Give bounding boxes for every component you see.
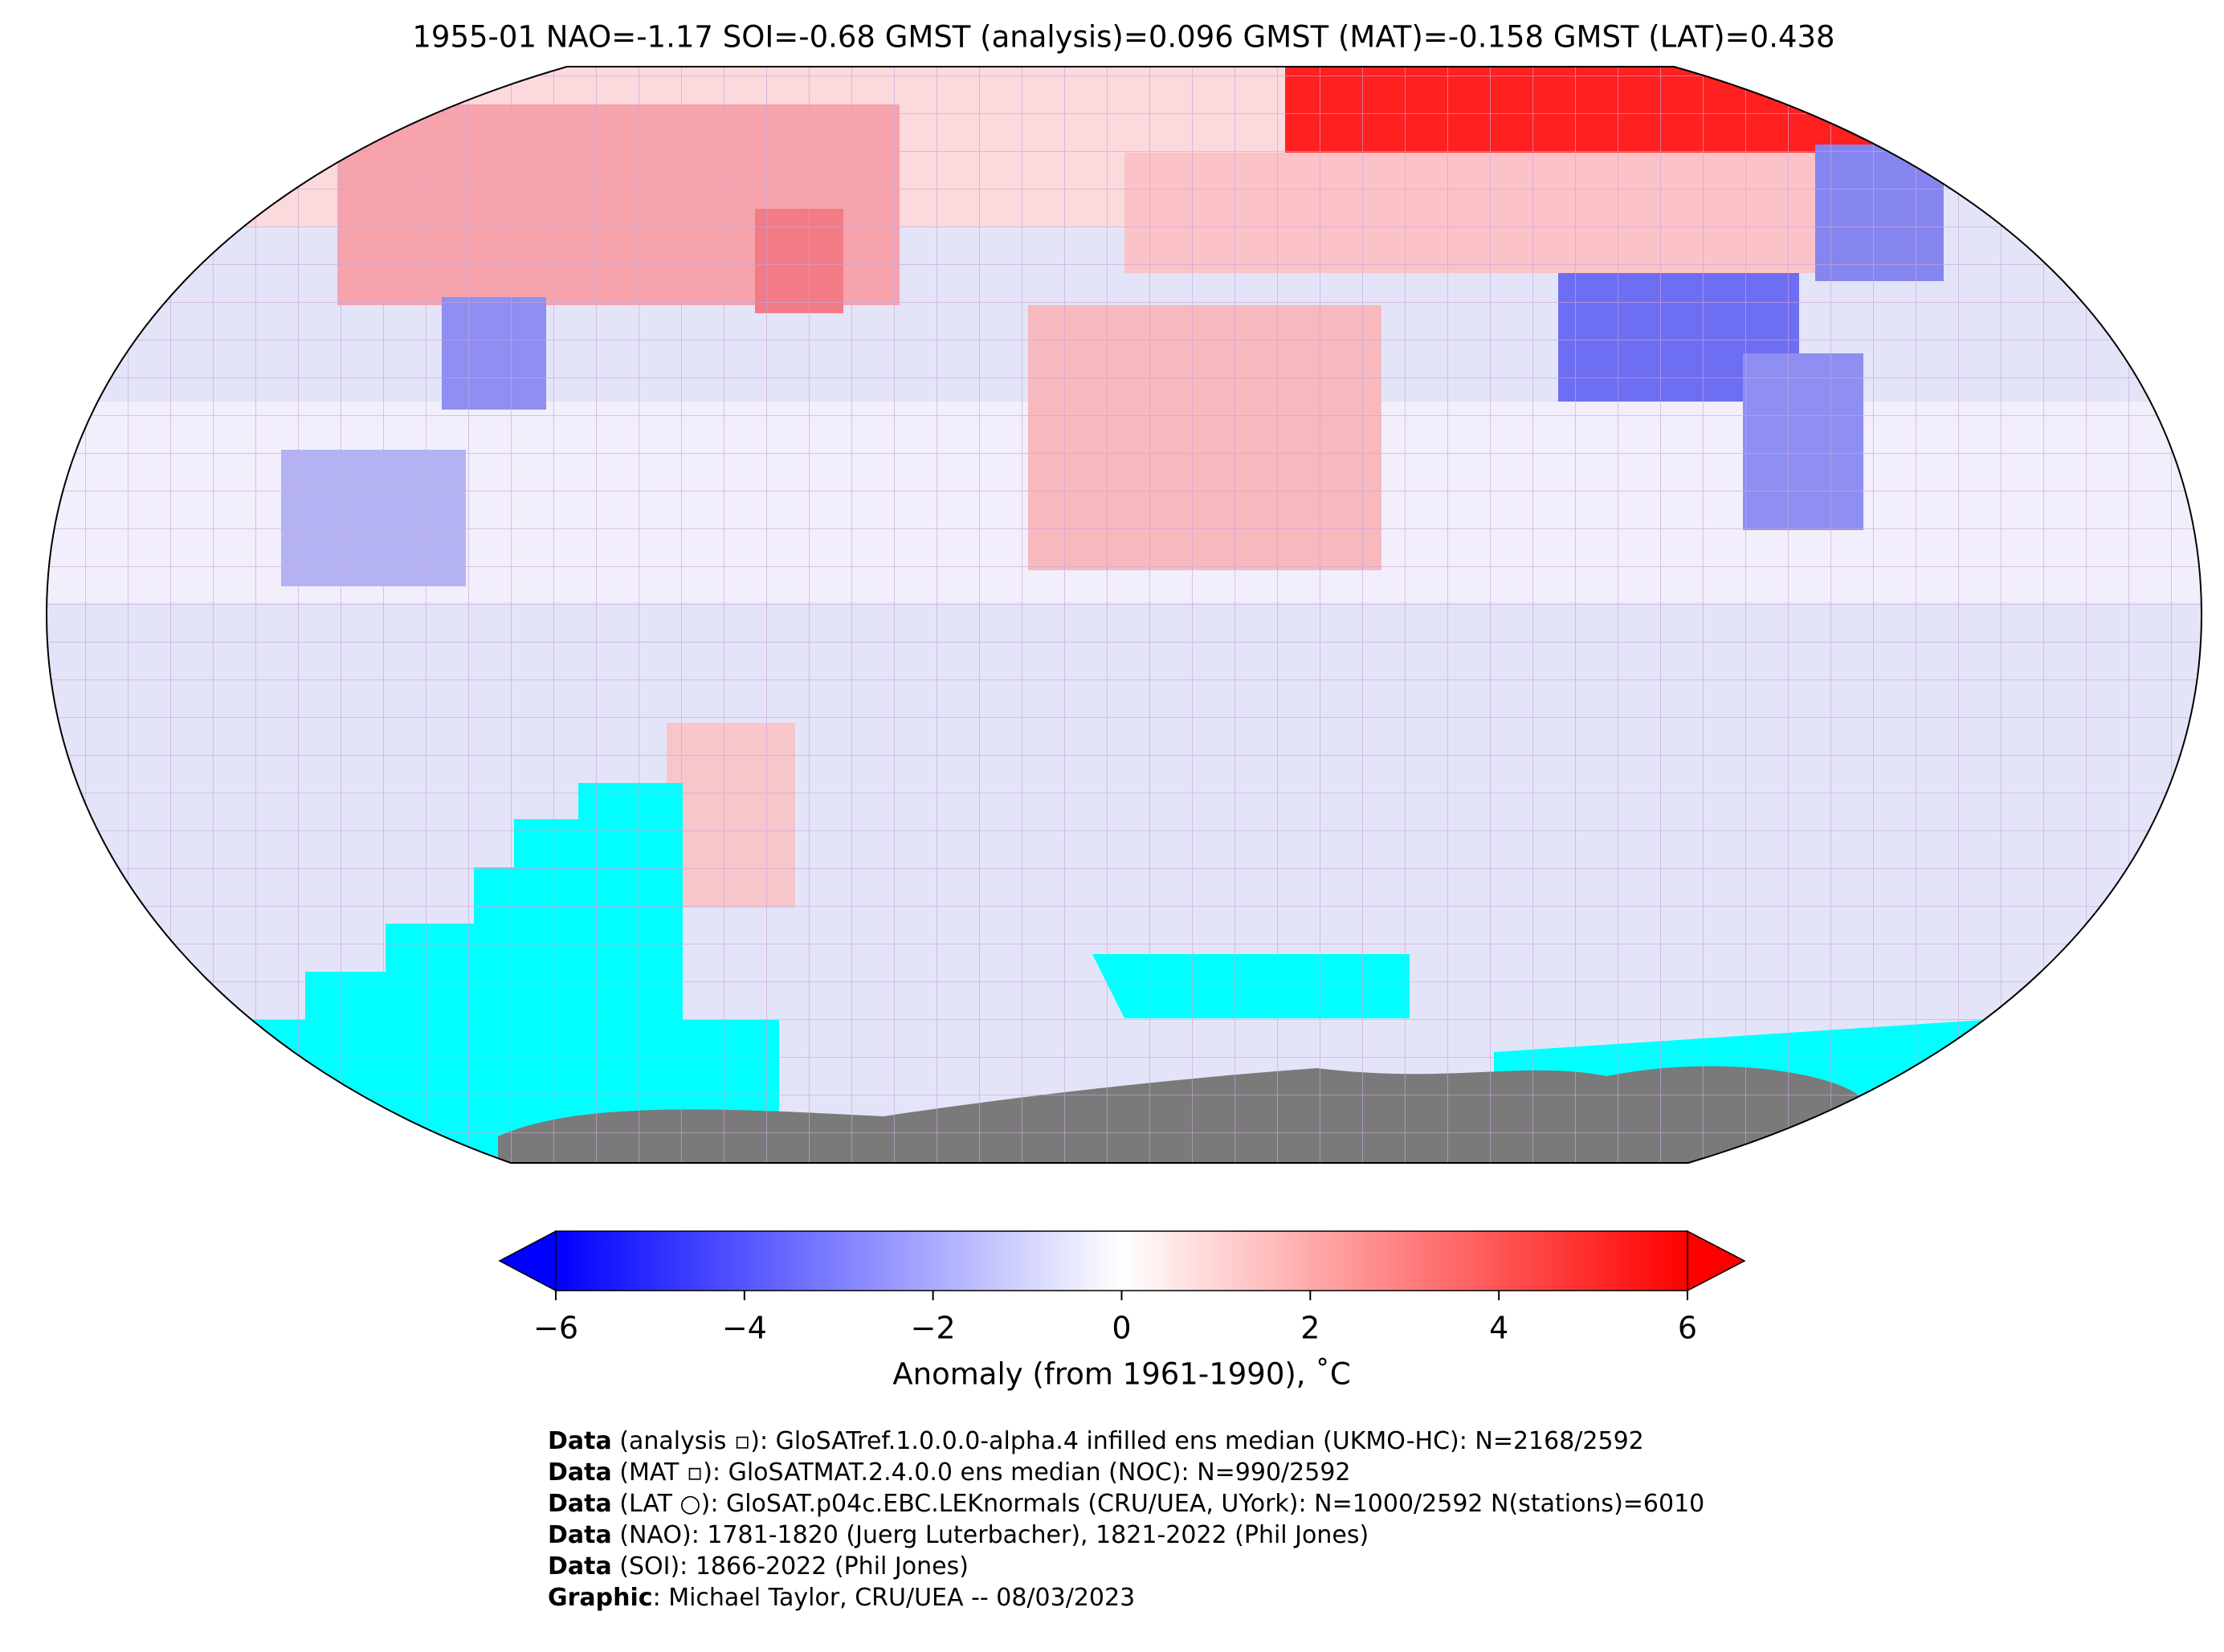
footer-bold: Data (548, 1521, 612, 1549)
colorbar-tick-label: 6 (1678, 1311, 1697, 1346)
footer-line: Data (NAO): 1781-1820 (Juerg Luterbacher… (548, 1519, 1704, 1551)
chart: 1955-01 NAO=-1.17 SOI=-0.68 GMST (analys… (45, 20, 2203, 1392)
colorbar-tick-label: 2 (1300, 1311, 1320, 1346)
colorbar-tick-label: 4 (1489, 1311, 1508, 1346)
footer-text: (MAT ▫): GloSATMAT.2.4.0.0 ens median (N… (611, 1458, 1351, 1487)
footer: Data (analysis ▫): GloSATref.1.0.0.0-alp… (548, 1426, 1704, 1613)
colorbar-extend-low (498, 1230, 557, 1292)
colorbar-bar (555, 1230, 1688, 1291)
footer-bold: Data (548, 1458, 612, 1487)
footer-line: Graphic: Michael Taylor, CRU/UEA -- 08/0… (548, 1582, 1704, 1613)
colorbar: −6 −4 −2 0 2 4 6 Anomaly (from 1961-1990), ˚C (498, 1230, 1746, 1392)
footer-bold: Data (548, 1427, 612, 1455)
footer-bold: Data (548, 1490, 612, 1518)
footer-line: Data (LAT ○): GloSAT.p04c.EBC.LEKnormals… (548, 1488, 1704, 1519)
colorbar-tick-label: −6 (533, 1311, 578, 1346)
colorbar-extend-high (1687, 1230, 1746, 1292)
footer-bold: Data (548, 1552, 612, 1581)
footer-text: (NAO): 1781-1820 (Juerg Luterbacher), 18… (611, 1521, 1369, 1549)
colorbar-tick-label: −2 (911, 1311, 956, 1346)
footer-text: : Michael Taylor, CRU/UEA -- 08/03/2023 (652, 1584, 1136, 1612)
footer-text: (SOI): 1866-2022 (Phil Jones) (611, 1552, 969, 1581)
footer-bold: Graphic (548, 1584, 653, 1612)
grid (47, 67, 2202, 1163)
footer-text: (analysis ▫): GloSATref.1.0.0.0-alpha.4 … (611, 1427, 1644, 1455)
colorbar-tick-label: 0 (1112, 1311, 1131, 1346)
footer-text: (LAT ○): GloSAT.p04c.EBC.LEKnormals (CRU… (611, 1490, 1705, 1518)
map-border (45, 66, 2203, 1164)
footer-line: Data (SOI): 1866-2022 (Phil Jones) (548, 1551, 1704, 1582)
colorbar-tick-label: −4 (722, 1311, 767, 1346)
chart-title: 1955-01 NAO=-1.17 SOI=-0.68 GMST (analys… (412, 20, 1834, 55)
map (47, 67, 2202, 1163)
colorbar-label: Anomaly (from 1961-1990), ˚C (892, 1357, 1350, 1392)
footer-line: Data (analysis ▫): GloSATref.1.0.0.0-alp… (548, 1426, 1704, 1457)
footer-line: Data (MAT ▫): GloSATMAT.2.4.0.0 ens medi… (548, 1457, 1704, 1488)
